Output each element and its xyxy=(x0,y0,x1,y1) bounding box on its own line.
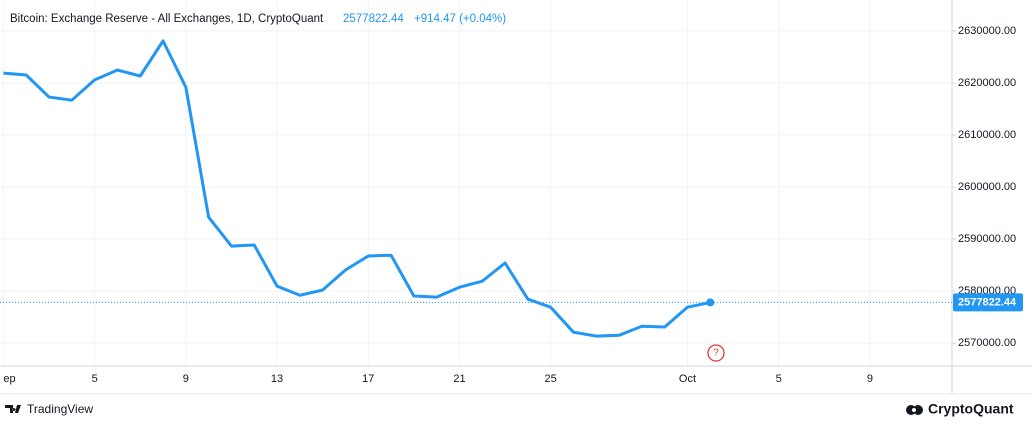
x-tick-label: 21 xyxy=(453,373,465,385)
x-tick-label: 25 xyxy=(545,373,557,385)
x-tick-label: 9 xyxy=(867,373,873,385)
x-tick-label: ep xyxy=(3,373,15,385)
help-icon[interactable]: ? xyxy=(707,344,725,362)
x-tick-label: 13 xyxy=(271,373,283,385)
grid xyxy=(0,0,952,366)
y-tick-label: 2570000.00 xyxy=(958,337,1016,349)
y-tick-label: 2630000.00 xyxy=(958,25,1016,37)
y-tick-label: 2600000.00 xyxy=(958,181,1016,193)
footer-left: TradingView xyxy=(27,402,93,416)
legend-title: Bitcoin: Exchange Reserve - All Exchange… xyxy=(10,13,324,25)
svg-text:?: ? xyxy=(713,348,719,359)
x-tick-label: Oct xyxy=(679,373,696,385)
y-tick-label: 2620000.00 xyxy=(958,77,1016,89)
y-tick-label: 2610000.00 xyxy=(958,129,1016,141)
y-tick-label: 2590000.00 xyxy=(958,233,1016,245)
legend-change: +914.47 (+0.04%) xyxy=(414,13,506,25)
x-tick-label: 5 xyxy=(92,373,98,385)
cryptoquant-logo[interactable]: CryptoQuant xyxy=(906,401,1014,417)
legend-value: 2577822.44 xyxy=(343,13,404,25)
last-value-tag xyxy=(953,293,1023,312)
footer-right: CryptoQuant xyxy=(928,401,1014,417)
last-value-label: 2577822.44 xyxy=(958,296,1017,308)
series-line xyxy=(3,39,711,338)
tradingview-logo[interactable]: TradingView xyxy=(5,402,93,416)
x-tick-label: 17 xyxy=(362,373,374,385)
x-tick-label: 5 xyxy=(776,373,782,385)
x-tick-label: 9 xyxy=(183,373,189,385)
last-point xyxy=(706,298,715,307)
